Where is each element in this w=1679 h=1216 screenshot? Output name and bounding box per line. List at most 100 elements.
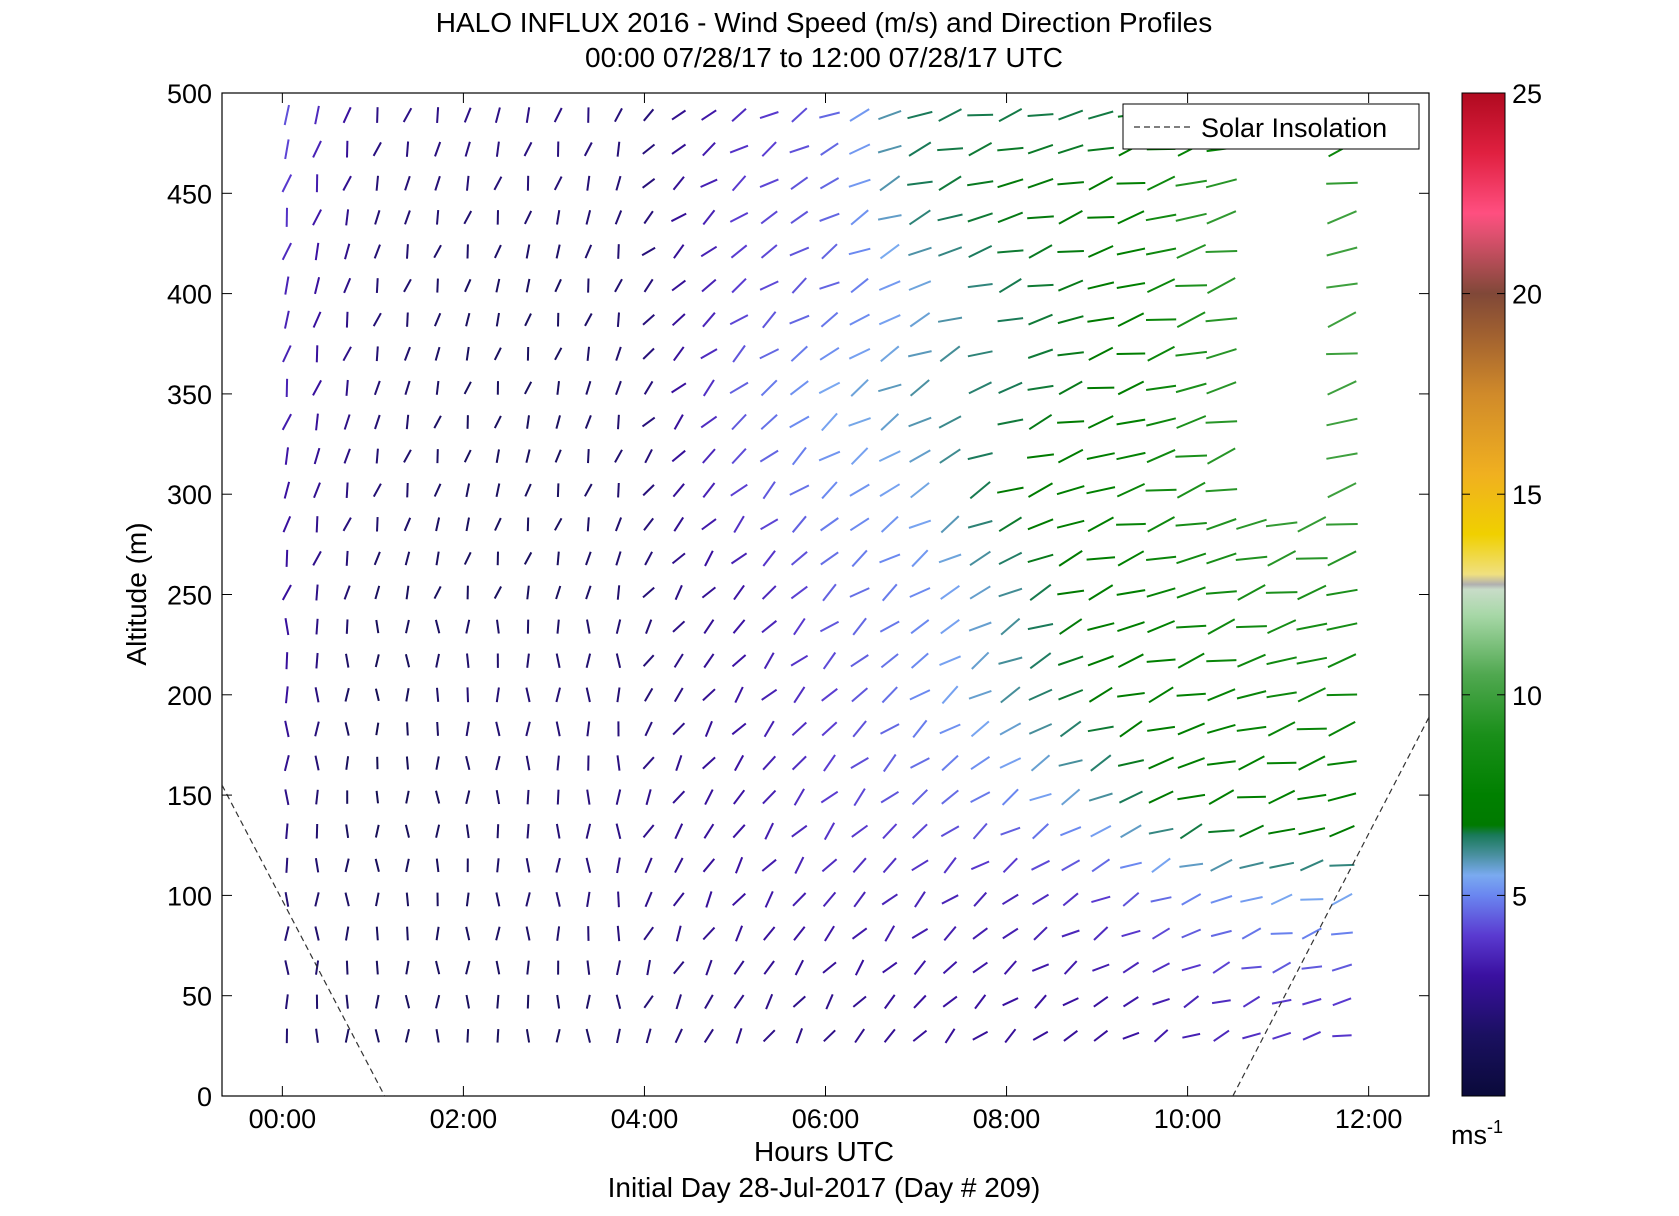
wind-barb: [525, 892, 531, 907]
wind-barb: [615, 823, 622, 840]
wind-barb: [1207, 723, 1236, 734]
wind-barb: [314, 242, 320, 261]
wind-barb: [1027, 113, 1054, 117]
wind-barb: [1151, 927, 1171, 940]
wind-barb: [435, 790, 441, 804]
wind-barb: [405, 585, 410, 600]
wind-barb: [879, 553, 901, 564]
wind-barb: [375, 346, 379, 362]
wind-barb: [762, 789, 777, 805]
wind-barb: [704, 994, 714, 1009]
wind-barb: [1057, 448, 1084, 464]
wind-barb: [820, 790, 839, 804]
wind-barb: [315, 789, 319, 805]
wind-barb: [1086, 452, 1115, 460]
wind-barb: [760, 414, 778, 430]
wind-barb: [525, 687, 531, 703]
wind-barb: [1116, 522, 1146, 526]
wind-barb: [733, 584, 745, 601]
y-tick-label: 500: [167, 79, 212, 109]
wind-barb: [282, 516, 292, 533]
y-axis-label: Altitude (m): [121, 522, 152, 665]
wind-barb: [1116, 182, 1146, 185]
wind-barb: [1326, 588, 1358, 597]
wind-barb: [404, 551, 411, 566]
wind-barbs-layer: [281, 104, 1358, 1044]
wind-barb: [435, 858, 440, 873]
wind-barb: [791, 755, 807, 771]
wind-barb: [1241, 927, 1262, 940]
wind-barb: [372, 141, 382, 157]
wind-barb: [1177, 757, 1205, 769]
wind-barb: [1088, 584, 1114, 601]
wind-barb: [1093, 1029, 1109, 1042]
wind-barb: [1181, 893, 1202, 906]
wind-barb: [586, 346, 590, 361]
wind-barb: [731, 413, 747, 431]
wind-barb: [315, 1028, 319, 1043]
wind-barb: [1146, 175, 1176, 191]
wind-barb: [616, 857, 621, 874]
wind-barb: [762, 311, 777, 329]
x-tick-label: 08:00: [973, 1104, 1041, 1134]
wind-barb: [1002, 997, 1019, 1007]
wind-barb: [556, 994, 561, 1009]
wind-barb: [790, 551, 808, 566]
wind-barb: [463, 449, 472, 463]
wind-barb: [315, 652, 319, 669]
wind-barb: [1237, 795, 1266, 799]
wind-barb: [791, 721, 807, 737]
wind-barb: [672, 892, 685, 907]
wind-barb: [1056, 485, 1085, 496]
wind-barb: [375, 448, 379, 464]
wind-barb: [1058, 380, 1083, 396]
wind-barb: [1148, 756, 1175, 770]
wind-barb: [1181, 928, 1202, 939]
wind-barb: [556, 619, 560, 634]
wind-barb: [908, 519, 932, 529]
wind-barb: [404, 380, 411, 395]
wind-barb: [586, 175, 591, 191]
wind-barb: [495, 449, 500, 463]
wind-barb: [376, 517, 379, 532]
wind-barb: [852, 720, 867, 738]
wind-barb: [854, 1028, 866, 1044]
wind-barb: [671, 279, 686, 292]
wind-barb: [1205, 317, 1238, 323]
wind-barb: [496, 994, 500, 1009]
wind-barb: [849, 313, 870, 326]
wind-barb: [704, 789, 714, 806]
wind-barb: [1329, 824, 1355, 838]
wind-barb: [850, 757, 869, 769]
wind-barb: [1265, 521, 1298, 528]
colorbar: 5 10 15 20 25 ms-1: [1451, 79, 1542, 1150]
wind-barb: [941, 685, 959, 705]
wind-barb: [1093, 995, 1109, 1008]
wind-barb: [1297, 687, 1326, 703]
wind-barb: [1205, 250, 1238, 253]
wind-barb: [586, 960, 591, 975]
wind-barb: [878, 109, 902, 121]
wind-barb: [763, 652, 775, 670]
wind-barb: [1001, 788, 1019, 806]
wind-barb: [465, 312, 471, 327]
wind-barb: [671, 109, 687, 121]
wind-barb: [1206, 552, 1237, 565]
wind-barb: [939, 723, 961, 735]
wind-barb: [584, 483, 593, 497]
wind-barb: [700, 415, 718, 429]
wind-barb: [1236, 690, 1267, 700]
wind-barb: [762, 481, 776, 500]
wind-barb: [617, 414, 620, 430]
wind-barb: [1236, 518, 1267, 530]
wind-barb: [556, 483, 560, 498]
wind-barb: [465, 755, 471, 771]
wind-barb: [641, 178, 656, 189]
wind-barb: [312, 209, 322, 226]
wind-barb: [434, 619, 441, 634]
wind-barb: [405, 141, 410, 157]
wind-barb: [1183, 995, 1200, 1009]
wind-barb: [374, 414, 381, 430]
wind-barb: [939, 655, 961, 667]
wind-barb: [615, 551, 622, 566]
